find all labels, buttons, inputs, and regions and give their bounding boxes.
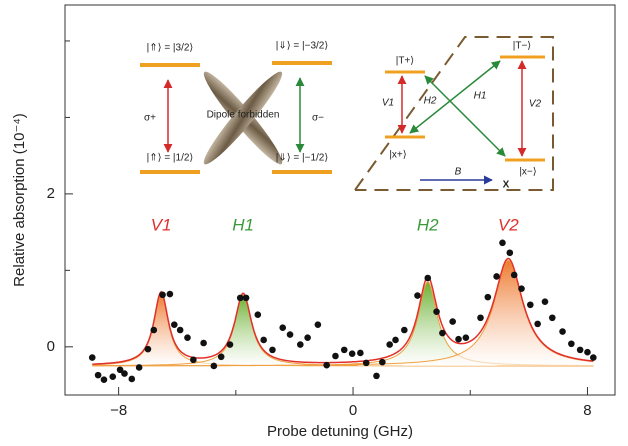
inset-label: |⇑⟩ = |1/2⟩: [147, 153, 194, 164]
data-point: [136, 364, 143, 371]
data-point: [332, 353, 339, 360]
data-point: [542, 298, 549, 305]
data-point: [527, 301, 534, 308]
data-point: [243, 295, 250, 302]
inset-label: |T+⟩: [396, 56, 415, 67]
data-point: [349, 350, 356, 357]
data-point: [439, 330, 446, 337]
chart: Probe detuning (GHz) Relative absorption…: [0, 0, 628, 446]
data-point: [145, 346, 152, 353]
data-point: [590, 354, 597, 361]
data-point: [121, 370, 128, 377]
data-point: [477, 314, 484, 321]
x-tick-label: −8: [110, 402, 127, 419]
data-point: [177, 327, 184, 334]
y-tick-label: 0: [47, 338, 55, 355]
data-point: [433, 308, 440, 315]
data-point: [392, 337, 399, 344]
data-point: [463, 334, 470, 341]
data-point: [297, 341, 304, 348]
inset-label: V1: [382, 98, 394, 109]
data-point: [269, 347, 276, 354]
inset-label: σ+: [144, 113, 156, 124]
inset-label: |x+⟩: [389, 150, 406, 161]
peak-label: V2: [498, 215, 519, 234]
data-point: [493, 273, 500, 280]
inset-label: |⇑⟩ = |3/2⟩: [147, 43, 194, 54]
data-point: [449, 318, 456, 325]
inset-label: H2: [424, 96, 437, 107]
data-point: [518, 285, 525, 292]
peak-area: [182, 295, 304, 366]
inset-diagram: [140, 37, 553, 190]
data-point: [150, 327, 157, 334]
inset-label: σ−: [312, 113, 324, 124]
data-point: [184, 334, 191, 341]
data-point: [401, 327, 408, 334]
data-point: [227, 341, 234, 348]
inset-label: X: [503, 180, 510, 191]
data-point: [95, 372, 102, 379]
page: {"chart_data": { "type": "scatter", "xla…: [0, 0, 628, 446]
y-tick-label: 2: [47, 185, 55, 202]
y-axis-label: Relative absorption (10⁻⁴): [11, 113, 28, 287]
x-tick-label: 8: [583, 402, 591, 419]
data-point: [534, 321, 541, 328]
peak-label: V1: [151, 215, 172, 234]
data-point: [568, 340, 575, 347]
data-point: [200, 340, 207, 347]
inset-label: V2: [529, 99, 542, 110]
data-point: [363, 360, 370, 367]
data-point: [218, 353, 225, 360]
data-point: [559, 328, 566, 335]
x-axis-label: Probe detuning (GHz): [267, 423, 413, 440]
peak-label: H2: [417, 215, 439, 234]
data-point: [549, 314, 556, 321]
data-point: [260, 337, 267, 344]
data-point: [287, 331, 294, 338]
data-point: [577, 347, 584, 354]
inset-label: |T−⟩: [513, 41, 532, 52]
data-point: [129, 376, 136, 383]
data-point: [424, 275, 431, 282]
data-point: [211, 363, 218, 370]
data-point: [109, 373, 116, 380]
data-point: [255, 311, 262, 318]
data-point: [485, 294, 492, 301]
data-point: [414, 292, 421, 299]
data-point: [279, 324, 286, 331]
peak-area: [109, 293, 214, 366]
data-point: [159, 292, 166, 299]
data-point: [171, 321, 178, 328]
data-point: [341, 347, 348, 354]
data-point: [167, 291, 174, 298]
data-point: [89, 354, 96, 361]
inset-label: B: [455, 167, 462, 178]
data-point: [584, 349, 591, 356]
data-point: [323, 362, 330, 369]
inset-label: H1: [474, 91, 487, 102]
data-point: [357, 350, 364, 357]
data-point: [386, 341, 393, 348]
inset-label: |x−⟩: [519, 167, 536, 178]
inset-label: |⇓⟩ = |−1/2⟩: [276, 153, 329, 164]
x-tick-label: 0: [349, 402, 357, 419]
data-point: [373, 373, 380, 380]
data-point: [379, 359, 386, 366]
data-point: [455, 336, 462, 343]
data-point: [101, 376, 108, 383]
data-point: [237, 295, 244, 302]
inset-label: Dipole forbidden: [207, 110, 280, 121]
peak-label: H1: [232, 215, 254, 234]
data-point: [304, 334, 311, 341]
data-point: [315, 321, 322, 328]
data-point: [511, 272, 518, 279]
inset-label: |⇓⟩ = |−3/2⟩: [276, 41, 329, 52]
data-point: [190, 357, 197, 364]
data-point: [499, 240, 506, 247]
data-point: [507, 249, 514, 256]
